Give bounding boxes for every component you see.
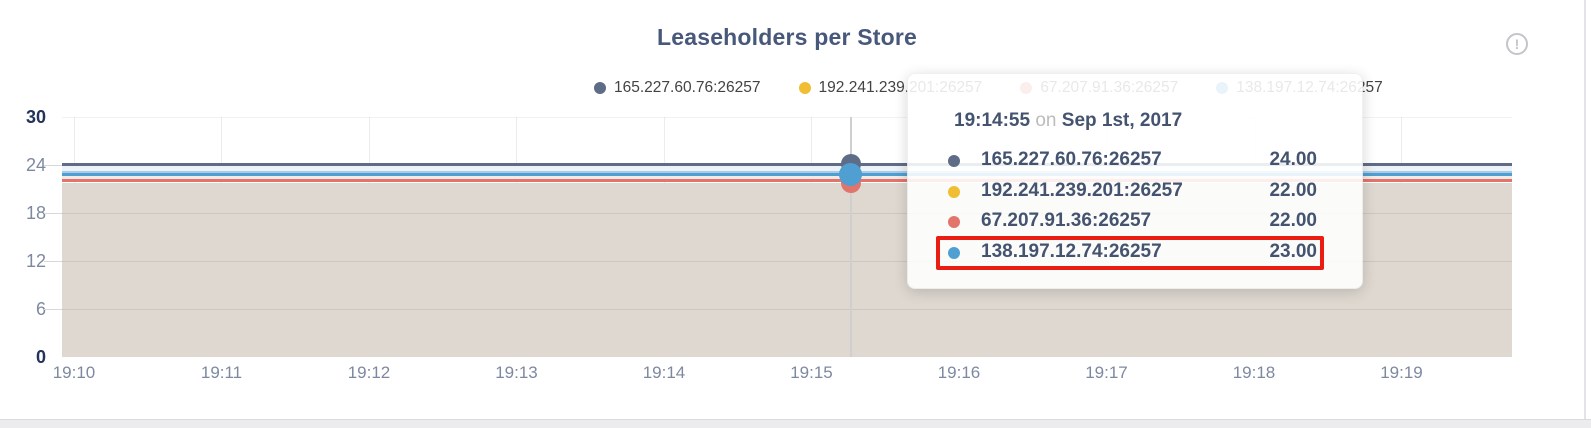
- series-line-blue: [62, 172, 1512, 177]
- tooltip-row: 165.227.60.76:26257 24.00: [908, 149, 1362, 173]
- tooltip-row: 192.241.239.201:26257 22.00: [908, 180, 1362, 204]
- legend-series-dot: [594, 82, 606, 94]
- chart-tooltip: 19:14:55 on Sep 1st, 2017 165.227.60.76:…: [907, 73, 1363, 289]
- area-band-warm-fill: [62, 176, 1512, 180]
- x-axis-label: 19:11: [200, 363, 243, 382]
- legend-series-label: 165.227.60.76:26257: [614, 79, 761, 96]
- panel-bottom-divider: [0, 419, 1591, 428]
- tooltip-row: 67.207.91.36:26257 22.00: [908, 210, 1362, 234]
- hover-point-blue[interactable]: [839, 163, 862, 186]
- tooltip-time: 19:14:55: [954, 110, 1031, 131]
- tooltip-series-value: 22.00: [1269, 210, 1317, 231]
- y-axis-label: 12: [25, 251, 46, 271]
- x-axis-label: 19:15: [790, 363, 833, 382]
- x-axis-label: 19:14: [642, 363, 686, 382]
- chart-title: Leaseholders per Store: [656, 24, 918, 50]
- y-gridline: [62, 213, 1512, 214]
- x-axis-label: 19:12: [347, 363, 391, 382]
- series-dot-icon: [948, 186, 960, 198]
- tooltip-series-label: 138.197.12.74:26257: [981, 241, 1162, 262]
- x-axis-label: 19:16: [937, 363, 981, 382]
- tooltip-series-value: 24.00: [1269, 149, 1317, 170]
- series-dot-icon: [948, 247, 960, 259]
- area-band-blue-edge: [62, 171, 1512, 173]
- y-axis-label: 0: [35, 347, 46, 367]
- series-line-navy: [62, 162, 1512, 166]
- y-axis-label: 30: [25, 107, 46, 127]
- tooltip-series-label: 67.207.91.36:26257: [981, 210, 1152, 231]
- y-axis-label: 24: [25, 155, 46, 175]
- x-axis-label: 19:17: [1085, 363, 1128, 382]
- y-axis-label: 18: [25, 203, 46, 223]
- y-tick-mark: [44, 261, 62, 262]
- series-dot-icon: [948, 155, 960, 167]
- y-gridline: [62, 261, 1512, 262]
- tooltip-series-label: 165.227.60.76:26257: [981, 149, 1162, 170]
- tooltip-series-value: 22.00: [1269, 180, 1317, 201]
- area-band-navy-fill: [62, 166, 1512, 171]
- tooltip-series-value: 23.00: [1269, 241, 1317, 262]
- y-tick-mark: [44, 309, 62, 310]
- hover-guideline: [850, 117, 852, 357]
- y-tick-mark: [44, 213, 62, 214]
- y-tick-mark: [44, 165, 62, 166]
- tooltip-row-highlighted: 138.197.12.74:26257 23.00: [908, 241, 1362, 265]
- legend-item-165-227-60-76[interactable]: 165.227.60.76:26257: [594, 79, 761, 97]
- x-axis-label: 19:18: [1232, 363, 1276, 382]
- panel-right-divider: [1584, 0, 1586, 428]
- series-dot-icon: [948, 216, 960, 228]
- tooltip-series-label: 192.241.239.201:26257: [981, 180, 1183, 201]
- tooltip-timestamp: 19:14:55 on Sep 1st, 2017: [954, 110, 1182, 132]
- x-axis-label: 19:10: [52, 363, 96, 382]
- y-gridline: [62, 117, 1512, 118]
- x-axis-label: 19:19: [1380, 363, 1423, 382]
- y-gridline: [62, 309, 1512, 310]
- annotation-highlight-box: [936, 236, 1324, 270]
- legend-series-dot: [798, 82, 811, 94]
- y-axis-label: 6: [35, 299, 46, 319]
- info-alert-icon[interactable]: !: [1506, 33, 1528, 55]
- legend-item-192-241-239-201[interactable]: 192.241.239.201:26257: [798, 79, 982, 97]
- series-line-red: [62, 179, 1512, 183]
- x-axis-label: 19:13: [495, 363, 538, 382]
- tooltip-date: Sep 1st, 2017: [1061, 110, 1183, 131]
- tooltip-connector: on: [1035, 110, 1057, 131]
